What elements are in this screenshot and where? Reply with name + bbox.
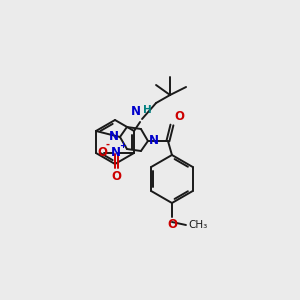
Text: N: N: [149, 134, 159, 148]
Text: O: O: [167, 218, 177, 231]
Text: N: N: [111, 146, 121, 160]
Text: O: O: [174, 110, 184, 123]
Text: N: N: [131, 105, 141, 118]
Text: O: O: [97, 146, 107, 160]
Text: H: H: [143, 105, 152, 115]
Text: O: O: [111, 170, 121, 183]
Text: CH₃: CH₃: [188, 220, 207, 230]
Text: -: -: [105, 140, 109, 150]
Text: N: N: [109, 130, 119, 143]
Text: +: +: [119, 141, 126, 150]
